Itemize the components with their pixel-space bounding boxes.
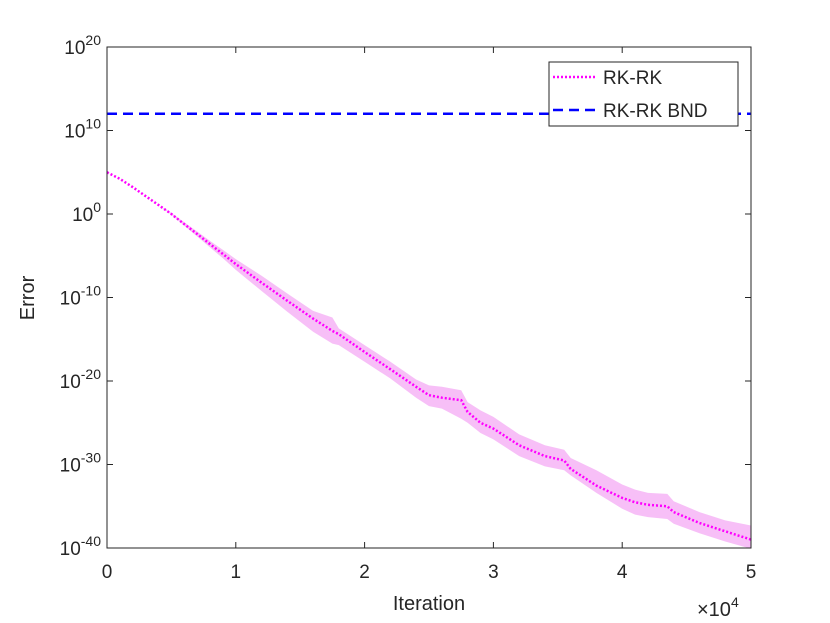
legend-box [548, 61, 739, 127]
legend-label-rkrk-bnd: RK-RK BND [603, 101, 708, 122]
legend-label-rkrk: RK-RK [603, 68, 662, 89]
y-tick-label: 100 [72, 199, 101, 226]
y-tick-label: 1020 [64, 32, 101, 59]
x-tick-label: 1 [231, 562, 242, 583]
y-tick-label: 10-10 [60, 283, 102, 310]
y-tick-label: 10-30 [60, 450, 102, 477]
tick-layer: 0 1 2 3 4 5 10-40 10-30 10-20 10-10 100 1010 1020 [60, 32, 757, 583]
y-axis-label: Error [17, 275, 39, 320]
x-multiplier-label: ×104 [697, 594, 739, 621]
rkrk-error-band [107, 172, 751, 549]
y-tick-label: 1010 [64, 116, 101, 143]
legend: RK-RK RK-RK BND [548, 61, 739, 127]
x-tick-label: 3 [488, 562, 499, 583]
x-axis-label: Iteration [393, 593, 465, 615]
x-tick-label: 5 [746, 562, 757, 583]
y-tick-label: 10-40 [60, 533, 102, 560]
x-tick-label: 4 [617, 562, 628, 583]
y-tick-label: 10-20 [60, 366, 102, 393]
x-tick-label: 2 [359, 562, 370, 583]
series-rkrk-line [106, 171, 752, 541]
x-tick-label: 0 [102, 562, 113, 583]
series-layer [106, 112, 752, 541]
rkrk-error-band-layer [107, 172, 751, 549]
